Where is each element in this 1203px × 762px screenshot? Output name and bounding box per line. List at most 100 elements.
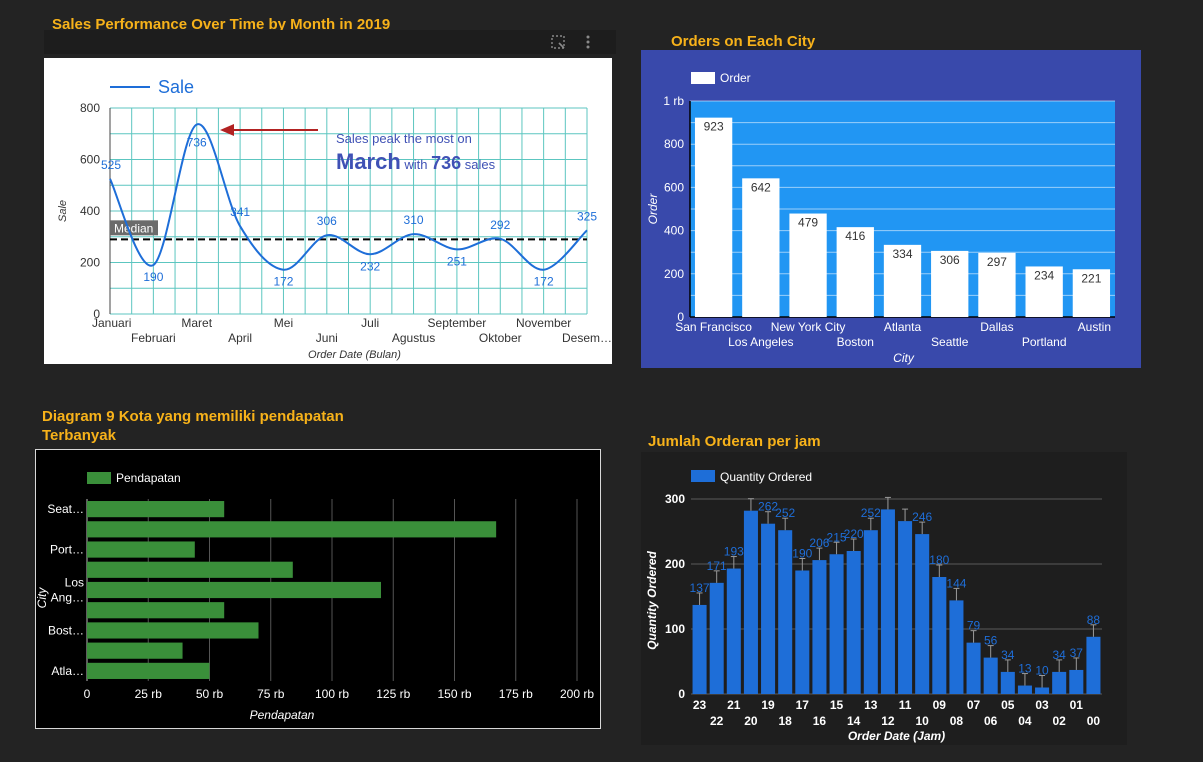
- y-tick-label: 800: [664, 137, 684, 151]
- sale-data-label: 172: [273, 275, 293, 289]
- hour-data-label: 252: [775, 506, 795, 520]
- x-tick-label: 23: [693, 698, 707, 712]
- hour-data-label: 88: [1087, 613, 1101, 627]
- y-tick-label: 800: [80, 101, 100, 115]
- more-vert-icon[interactable]: [580, 34, 596, 50]
- x-tick-label: 07: [967, 698, 981, 712]
- order-data-label: 923: [704, 120, 724, 134]
- annotation-sales: sales: [461, 157, 495, 172]
- x-axis-label: Order Date (Bulan): [308, 349, 401, 361]
- x-tick-label: 10: [916, 714, 930, 728]
- hour-bar: [812, 560, 827, 694]
- y-tick-label: Bost…: [48, 623, 84, 637]
- sale-data-label: 190: [143, 270, 163, 284]
- legend-label-order: Order: [720, 71, 751, 85]
- order-data-label: 221: [1081, 271, 1101, 285]
- x-tick-label: 12: [881, 714, 895, 728]
- sale-data-label: 172: [534, 275, 554, 289]
- hour-bar: [880, 509, 895, 694]
- y-tick-label: 400: [80, 204, 100, 218]
- x-tick-label: 03: [1035, 698, 1049, 712]
- income-bar: [87, 581, 381, 599]
- x-tick-label: 150 rb: [437, 687, 471, 701]
- x-tick-label: 15: [830, 698, 844, 712]
- y-tick-label: 0: [677, 310, 684, 324]
- legend-swatch-quantity: [691, 470, 715, 482]
- annotation-arrow-head: [220, 124, 234, 136]
- legend-swatch-order: [691, 72, 715, 84]
- hour-bar: [983, 657, 998, 694]
- y-tick-label: 600: [664, 180, 684, 194]
- x-tick-label: New York City: [771, 320, 846, 334]
- income-bar: [87, 622, 259, 639]
- hour-data-label: 220: [844, 527, 864, 541]
- hour-bar: [966, 642, 981, 694]
- hour-data-label: 190: [792, 547, 812, 561]
- hour-data-label: 34: [1001, 648, 1015, 662]
- y-tick-label: 200: [665, 557, 685, 571]
- sale-data-label: 341: [230, 205, 250, 219]
- x-axis-label: City: [893, 351, 915, 365]
- y-tick-label: Seat…: [47, 502, 84, 516]
- hour-data-label: 215: [827, 530, 847, 544]
- x-tick-label: Portland: [1022, 335, 1067, 349]
- hour-data-label: 13: [1018, 662, 1032, 676]
- sale-data-label: 310: [404, 213, 424, 227]
- x-tick-label: 06: [984, 714, 998, 728]
- x-tick-label: 175 rb: [499, 687, 533, 701]
- x-tick-label: San Francisco: [675, 320, 752, 334]
- hour-bar: [709, 582, 724, 694]
- sale-data-label: 292: [490, 218, 510, 232]
- income-bar: [87, 501, 225, 518]
- hour-bar: [726, 568, 741, 694]
- x-tick-label: 14: [847, 714, 861, 728]
- hour-bar: [761, 523, 776, 694]
- chart-title-hourly: Jumlah Orderan per jam: [648, 433, 821, 450]
- x-tick-label: September: [428, 316, 487, 330]
- x-tick-label: 19: [761, 698, 775, 712]
- order-data-label: 642: [751, 180, 771, 194]
- x-tick-label: April: [228, 331, 252, 345]
- hour-bar: [692, 604, 707, 694]
- hour-data-label: 56: [984, 634, 998, 648]
- income-bar-chart: 0 25 rb 50 rb 75 rb 100 rb 125 rb 150 rb 175 rb…: [35, 471, 594, 722]
- hour-bar: [1000, 671, 1015, 694]
- legend-label-sale: Sale: [158, 77, 194, 97]
- hour-data-label: 137: [690, 581, 710, 595]
- x-tick-label: Oktober: [479, 331, 522, 345]
- hour-data-label: 37: [1070, 646, 1084, 660]
- sale-data-label: 251: [447, 254, 467, 268]
- x-axis-label: Order Date (Jam): [848, 729, 945, 743]
- hour-bar: [915, 534, 930, 694]
- y-tick-label: Port…: [50, 543, 84, 557]
- annotation-value: 736: [431, 153, 461, 173]
- x-tick-label: 75 rb: [257, 687, 285, 701]
- x-tick-label: 21: [727, 698, 741, 712]
- hour-data-label: 10: [1035, 664, 1049, 678]
- legend-label-income: Pendapatan: [116, 471, 181, 485]
- hour-bar: [949, 600, 964, 694]
- x-tick-label: Atlanta: [884, 320, 922, 334]
- x-tick-label: Dallas: [980, 320, 1013, 334]
- order-bar: [931, 250, 969, 317]
- x-tick-label: 17: [796, 698, 810, 712]
- hour-bar: [863, 530, 878, 694]
- x-tick-label: 20: [744, 714, 758, 728]
- orders-bar-chart: 0 200 400 600 800 1 rb Order 923 San Francisco 64…: [646, 71, 1115, 365]
- x-tick-label: 04: [1018, 714, 1032, 728]
- annotation-text-2: March with 736 sales: [336, 149, 496, 174]
- sale-data-label: 325: [577, 209, 597, 223]
- hour-data-label: 180: [929, 553, 949, 567]
- y-tick-label: 400: [664, 224, 684, 238]
- order-data-label: 297: [987, 255, 1007, 269]
- order-data-label: 416: [845, 229, 865, 243]
- chart-title-income-1: Diagram 9 Kota yang memiliki pendapatan: [42, 408, 344, 425]
- x-tick-label: Desem…: [562, 331, 612, 345]
- select-icon[interactable]: [550, 34, 566, 50]
- x-tick-label: Februari: [131, 331, 176, 345]
- y-tick-label: 0: [678, 687, 685, 701]
- hour-data-label: 171: [707, 559, 727, 573]
- y-axis-label: Quantity Ordered: [645, 550, 659, 649]
- x-tick-label: 08: [950, 714, 964, 728]
